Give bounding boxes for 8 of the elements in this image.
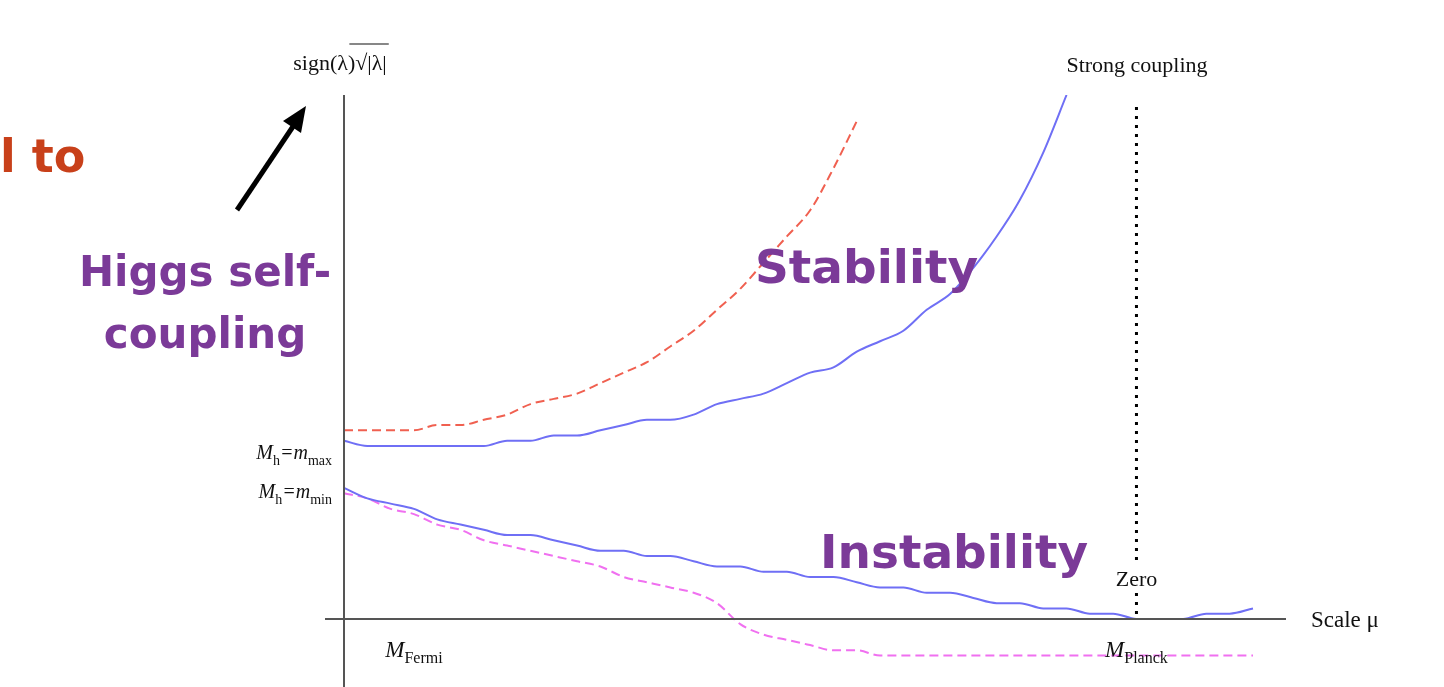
annotation: Higgs self- coupling <box>78 247 332 358</box>
x-axis-title: Scale μ <box>1311 606 1379 632</box>
annotation: Zero <box>1115 565 1158 591</box>
annotation: Instability <box>820 524 1089 579</box>
text: l to <box>0 129 86 183</box>
y-axis-title: sign(λ)√|λ| <box>293 50 387 75</box>
annotation: Stability <box>755 239 979 294</box>
text: Strong coupling <box>1066 52 1208 77</box>
